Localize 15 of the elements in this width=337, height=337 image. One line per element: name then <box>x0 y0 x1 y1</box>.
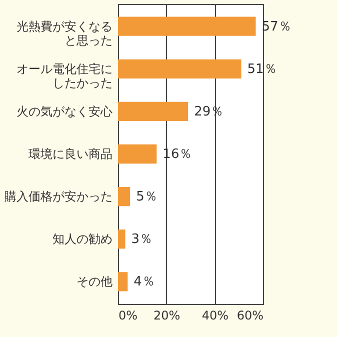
data-label: 5％ <box>136 190 158 205</box>
y-tick-label: 環境に良い商品 <box>28 147 112 161</box>
data-label: 3％ <box>131 232 153 248</box>
x-tick-label: 60% <box>236 308 264 322</box>
data-label: 51％ <box>247 62 277 77</box>
x-tick-label: 0% <box>118 308 138 322</box>
x-tick-label: 40% <box>202 308 229 322</box>
y-tick-label: オール電化住宅にしたかった <box>16 62 112 90</box>
y-tick-label: 光熱費が安くなると思った <box>16 19 112 48</box>
y-tick-label: 火の気がなく安心 <box>16 104 112 118</box>
data-label: 4％ <box>134 274 155 290</box>
y-tick-label: 購入価格が安かった <box>4 190 112 204</box>
y-tick-label: 知人の勧め <box>52 232 112 246</box>
y-tick-label: その他 <box>76 274 112 289</box>
x-tick-label: 20% <box>153 308 180 322</box>
